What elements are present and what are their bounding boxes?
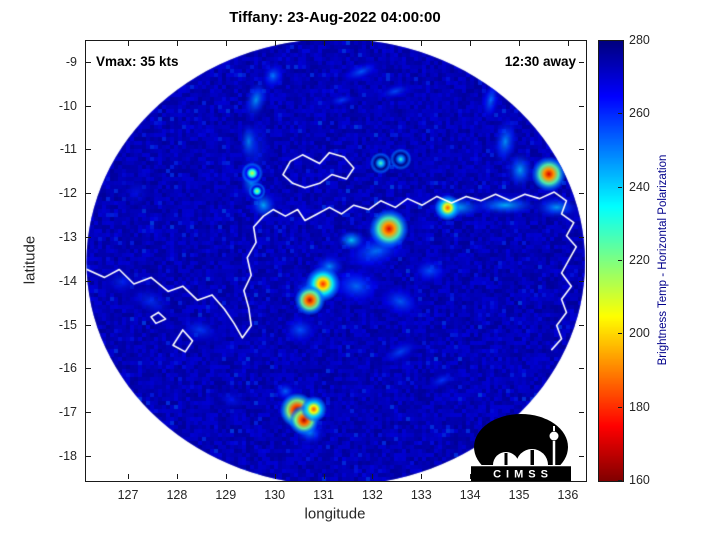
colorbar-tick-mark — [618, 480, 622, 481]
x-tick-mark — [274, 41, 276, 46]
y-tick-label: -13 — [58, 230, 77, 244]
y-tick-mark — [86, 412, 91, 414]
y-tick-label: -9 — [65, 54, 77, 69]
x-tick-label: 135 — [508, 488, 530, 502]
y-tick-mark — [579, 61, 584, 63]
y-tick-mark — [579, 149, 584, 151]
x-tick-label: 134 — [459, 488, 481, 502]
y-tick-label: -15 — [58, 317, 77, 332]
y-tick-mark — [579, 280, 584, 282]
x-tick-mark — [372, 474, 374, 479]
y-tick-mark — [579, 412, 584, 414]
colorbar-label: Brightness Temp - Horizontal Polarizatio… — [657, 154, 669, 366]
x-tick-mark — [225, 474, 227, 479]
x-tick-mark — [128, 41, 129, 46]
x-tick-mark — [128, 474, 129, 479]
colorbar-tick-mark — [618, 40, 622, 41]
y-tick-mark — [86, 368, 91, 370]
x-tick-label: 129 — [215, 488, 237, 502]
x-tick-label: 132 — [361, 488, 383, 502]
x-tick-mark — [274, 474, 276, 479]
y-tick-mark — [86, 193, 91, 195]
y-tick-mark — [86, 61, 91, 63]
colorbar-tick-label: 180 — [629, 399, 650, 414]
y-tick-mark — [86, 280, 91, 282]
colorbar-tick-label: 260 — [629, 106, 650, 121]
x-tick-label: 130 — [264, 488, 286, 502]
y-tick-label: -18 — [58, 448, 77, 463]
x-tick-mark — [567, 41, 569, 46]
y-tick-mark — [579, 455, 584, 457]
y-tick-mark — [579, 193, 584, 195]
x-tick-mark — [176, 41, 178, 46]
x-tick-mark — [519, 41, 521, 46]
colorbar-tick-label: 280 — [629, 33, 650, 47]
colorbar-tick-label: 240 — [629, 179, 650, 194]
x-tick-mark — [421, 474, 423, 479]
plot-title: Tiffany: 23-Aug-2022 04:00:00 — [229, 9, 441, 26]
y-tick-mark — [86, 237, 91, 238]
x-tick-mark — [372, 41, 374, 46]
y-tick-mark — [579, 368, 584, 370]
y-tick-label: -12 — [58, 186, 77, 201]
x-tick-mark — [323, 474, 325, 479]
y-tick-label: -10 — [58, 98, 77, 113]
colorbar-tick-mark — [618, 260, 622, 261]
y-tick-mark — [86, 455, 91, 457]
colorbar-tick-mark — [618, 333, 622, 335]
colorbar-tick-mark — [618, 186, 622, 188]
x-tick-label: 133 — [410, 488, 432, 502]
x-tick-mark — [470, 41, 472, 46]
x-tick-mark — [176, 474, 178, 479]
y-tick-label: -11 — [59, 142, 77, 157]
x-tick-mark — [323, 41, 325, 46]
colorbar-tick-mark — [618, 406, 622, 408]
x-tick-mark — [225, 41, 227, 46]
antenna-ball-icon — [549, 431, 559, 441]
x-tick-label: 128 — [166, 488, 188, 502]
y-tick-mark — [86, 324, 91, 326]
y-tick-mark — [579, 105, 584, 107]
y-tick-mark — [579, 237, 584, 238]
x-tick-label: 127 — [117, 488, 139, 502]
y-tick-mark — [86, 105, 91, 107]
colorbar-tick-label: 220 — [629, 253, 650, 267]
colorbar-canvas — [599, 41, 623, 481]
cimss-logo-text: CIMSS — [493, 469, 553, 481]
y-tick-mark — [579, 324, 584, 326]
vmax-annotation: Vmax: 35 kts — [96, 54, 179, 69]
time-away-annotation: 12:30 away — [504, 54, 576, 69]
colorbar-tick-label: 160 — [629, 473, 650, 487]
colorbar — [598, 40, 624, 482]
cimss-banner — [471, 465, 571, 481]
cimss-logo: CIMSS — [471, 413, 571, 481]
x-tick-label: 131 — [313, 488, 334, 502]
x-axis-label: longitude — [304, 505, 366, 523]
colorbar-tick-mark — [618, 113, 622, 115]
y-tick-label: -14 — [58, 273, 77, 288]
heatmap-canvas — [86, 41, 586, 481]
y-tick-mark — [86, 149, 91, 151]
x-tick-mark — [421, 41, 423, 46]
y-tick-label: -16 — [58, 361, 77, 376]
colorbar-tick-label: 200 — [629, 326, 650, 341]
plot-area: Vmax: 35 kts 12:30 away CIMSS — [85, 40, 587, 482]
x-tick-label: 136 — [557, 488, 579, 502]
x-tick-mark — [470, 474, 472, 479]
y-tick-label: -17 — [58, 405, 77, 420]
